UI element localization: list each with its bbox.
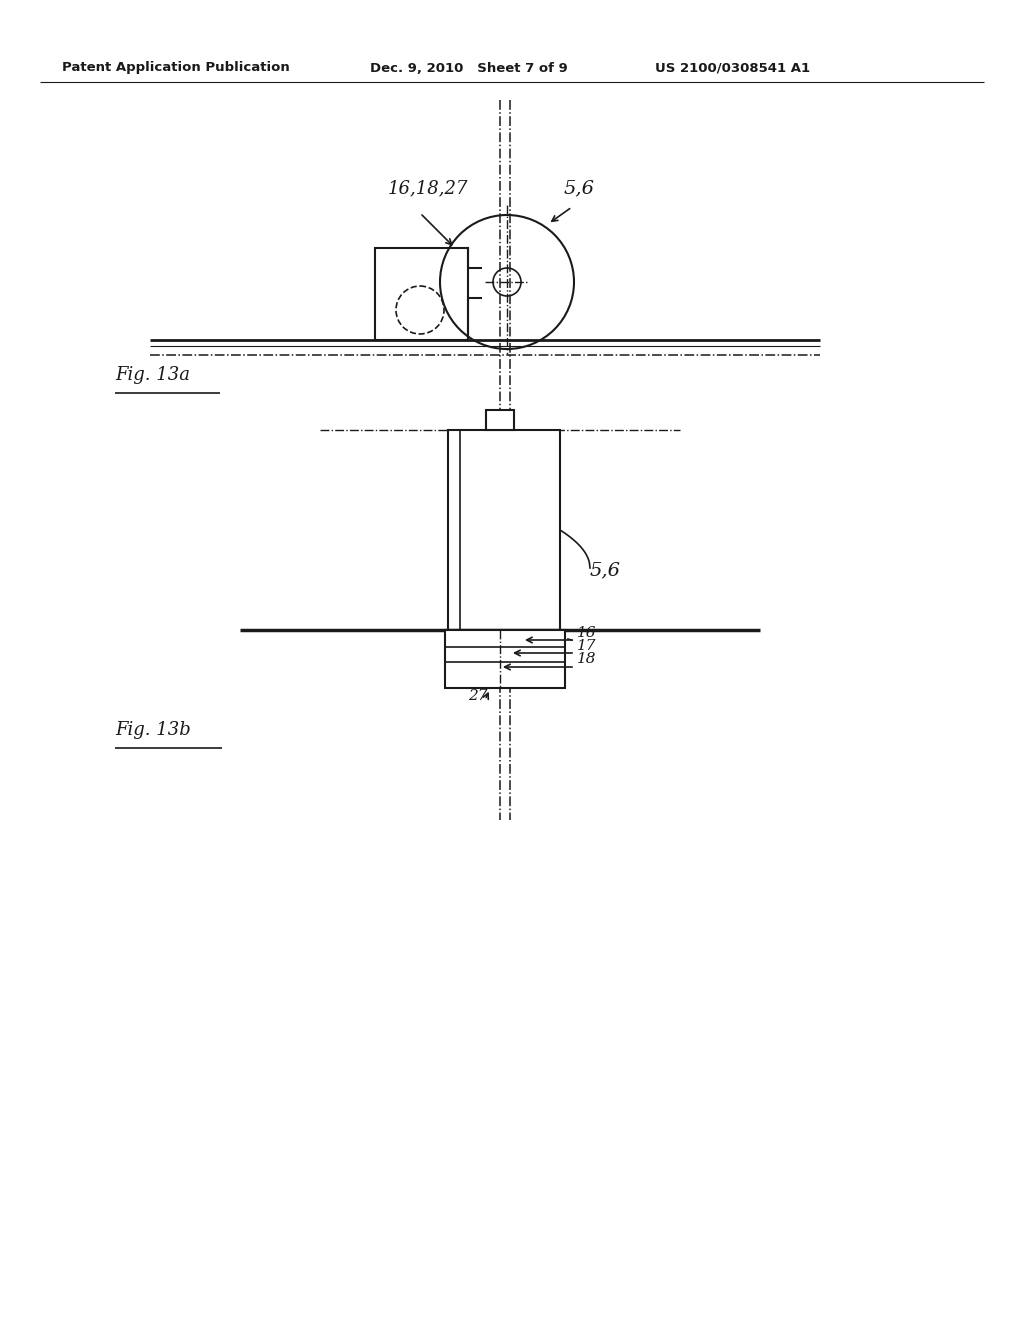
Text: 17: 17 — [577, 639, 597, 653]
Text: 18: 18 — [577, 652, 597, 667]
Bar — [449, 430, 560, 630]
Bar — [445, 630, 565, 688]
Text: 5,6: 5,6 — [564, 180, 595, 197]
Bar — [486, 411, 514, 430]
Text: Dec. 9, 2010   Sheet 7 of 9: Dec. 9, 2010 Sheet 7 of 9 — [370, 62, 567, 74]
Text: 16,18,27: 16,18,27 — [388, 180, 469, 197]
Text: 27: 27 — [468, 689, 487, 704]
Text: Fig. 13a: Fig. 13a — [115, 366, 190, 384]
Text: Fig. 13b: Fig. 13b — [115, 721, 190, 739]
Text: 5,6: 5,6 — [590, 561, 621, 579]
Text: US 2100/0308541 A1: US 2100/0308541 A1 — [655, 62, 810, 74]
Bar — [375, 248, 468, 341]
Text: Patent Application Publication: Patent Application Publication — [62, 62, 290, 74]
Text: 16: 16 — [577, 626, 597, 640]
